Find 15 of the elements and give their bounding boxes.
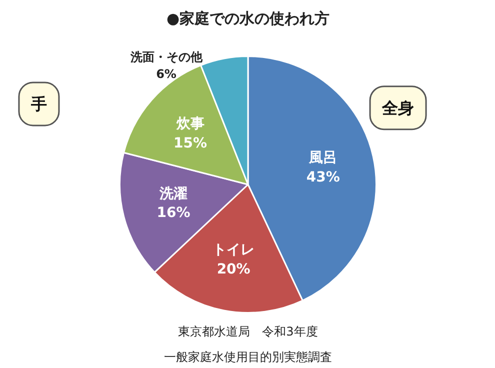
data-label: 43% [306,169,340,186]
text: 手 [30,94,47,114]
text: 一般家庭水使用目的別実態調査 [164,350,332,364]
data-label: 20% [216,261,250,278]
chart-title: ●家庭での水の使われ方 [166,9,330,28]
text: 全身 [381,98,414,118]
data-label: 15% [174,135,208,152]
data-label: 16% [156,205,190,222]
slice-label: 風呂 [308,150,338,166]
slice-label: 洗濯 [158,186,188,202]
slice-label: 洗面・その他 [129,50,204,64]
data-label: 6% [156,66,176,81]
text: 東京都水道局 令和3年度 [178,324,318,338]
slice-label: 炊事 [175,116,204,132]
slice-label: トイレ [212,242,255,258]
